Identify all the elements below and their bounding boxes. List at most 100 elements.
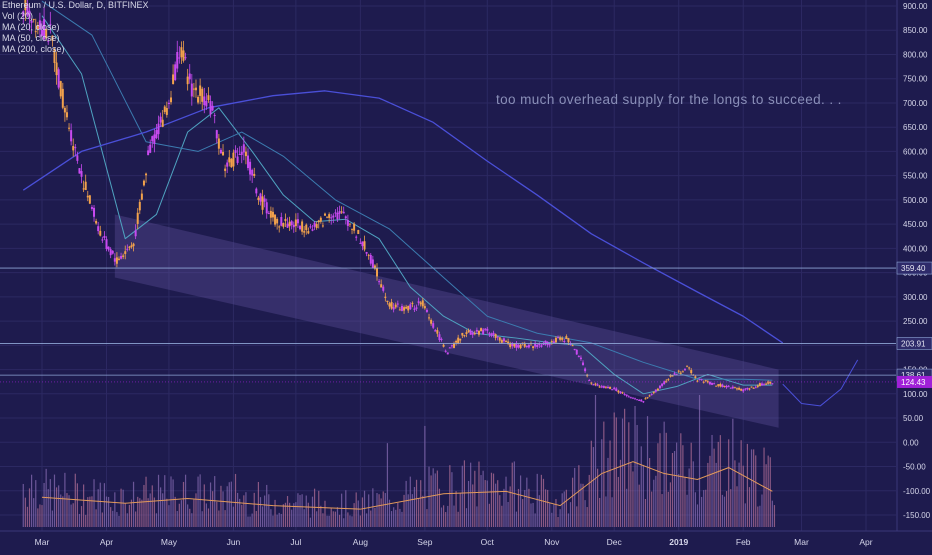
candle-body [267, 213, 270, 215]
candle-body [625, 394, 628, 396]
volume-bar [472, 484, 474, 527]
candle-body [636, 399, 639, 401]
volume-bar [33, 498, 35, 527]
volume-bar [707, 462, 709, 527]
price-tick-label: 0.00 [903, 438, 919, 447]
symbol-title[interactable]: Ethereum / U.S. Dollar, D, BITFINEX [2, 0, 149, 10]
candle-body [363, 241, 366, 250]
candle-body [425, 309, 428, 312]
candle-body [76, 155, 79, 161]
indicator-ma20[interactable]: MA (20, close) [2, 22, 60, 32]
candle-body [465, 332, 468, 334]
candle-body [631, 397, 634, 399]
candle-body [305, 224, 308, 231]
volume-bar [732, 418, 734, 527]
candle-body [477, 330, 480, 335]
candle-body [307, 231, 310, 234]
volume-bar [569, 502, 572, 527]
volume-bar [289, 502, 291, 527]
candle-body [140, 193, 143, 200]
projection-curve[interactable] [782, 359, 859, 407]
candle-body [453, 343, 455, 348]
volume-bar [578, 465, 580, 527]
volume-bar [361, 497, 364, 527]
candle-body [126, 248, 129, 250]
volume-bar [295, 502, 297, 527]
candle-body [153, 134, 156, 144]
volume-bar [249, 516, 251, 527]
price-tick-label: 700.00 [903, 99, 928, 108]
candle-body [673, 373, 676, 375]
volume-bar [105, 496, 108, 527]
volume-bar [505, 476, 507, 527]
volume-bar [122, 489, 124, 527]
volume-bar [401, 511, 403, 527]
volume-bar [582, 483, 584, 527]
volume-bar [440, 507, 443, 527]
volume-bar [698, 395, 701, 527]
volume-bar [220, 485, 222, 527]
volume-bar [544, 489, 547, 527]
volume-bar [734, 460, 736, 527]
candle-body [72, 146, 75, 151]
candle-body [236, 156, 239, 163]
candle-body [61, 88, 64, 108]
candle-body [629, 397, 632, 399]
volume-bar [442, 505, 445, 527]
volume-bar [632, 471, 634, 527]
volume-bar [490, 472, 493, 527]
volume-bar [397, 502, 399, 527]
candle-body [752, 387, 755, 389]
volume-bar [607, 457, 609, 527]
volume-bar [72, 503, 74, 527]
candle-body [59, 81, 62, 97]
volume-bar [151, 485, 153, 527]
volume-bar [303, 509, 305, 527]
candle-body [159, 116, 162, 123]
volume-bar [280, 513, 282, 527]
candle-body [290, 221, 293, 226]
price-tick-label: 850.00 [903, 26, 928, 35]
candle-body [738, 387, 741, 390]
indicator-ma50[interactable]: MA (50, close) [2, 33, 60, 43]
candle-body [205, 100, 208, 107]
volume-bar [278, 512, 280, 527]
candle-body [623, 393, 626, 395]
indicator-volume[interactable]: Vol (20) [2, 11, 34, 21]
time-tick-label: Sep [417, 537, 432, 547]
volume-bar [212, 491, 214, 527]
candle-body [604, 386, 607, 388]
volume-bar [70, 504, 72, 527]
candle-body [211, 105, 214, 111]
candle-body [671, 375, 674, 377]
candle-body [157, 123, 160, 135]
candle-body [480, 328, 483, 332]
volume-bar [773, 505, 776, 527]
candle-body [615, 388, 618, 392]
candle-body [467, 330, 470, 333]
candle-body [186, 76, 189, 85]
volume-bar [557, 516, 559, 527]
candle-body [654, 389, 657, 392]
volume-bar [565, 489, 567, 527]
volume-bar [430, 475, 432, 527]
candle-body [172, 74, 175, 84]
volume-bar [415, 479, 418, 527]
candle-body [149, 144, 152, 153]
candle-body [461, 332, 464, 336]
volume-bar [347, 512, 349, 527]
candle-body [130, 245, 133, 248]
volume-bar [580, 483, 582, 527]
indicator-ma200[interactable]: MA (200, close) [2, 44, 65, 54]
volume-bar [624, 408, 626, 527]
level-badge [896, 337, 932, 350]
volume-bar [168, 505, 170, 527]
volume-bar [613, 412, 615, 527]
candle-body [400, 305, 403, 311]
candle-body [353, 223, 356, 231]
candle-body [592, 384, 595, 386]
candle-body [746, 387, 749, 390]
volume-bar [197, 476, 199, 527]
